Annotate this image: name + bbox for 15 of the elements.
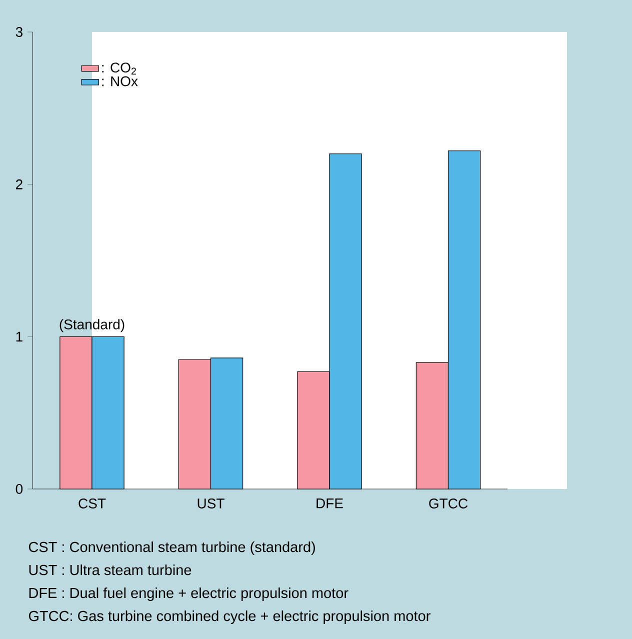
x-tick-label: CST — [78, 498, 106, 508]
x-tick-label: GTCC — [429, 498, 468, 508]
y-tick-label: 2 — [16, 179, 22, 190]
text: DFE : Dual fuel engine + electric propulsion motor — [29, 587, 348, 602]
annotation: (Standard) — [60, 319, 124, 332]
x-tick-label: UST — [198, 498, 224, 508]
y-tick-label: 0 — [16, 484, 23, 494]
text: GTCC: Gas turbine combined cycle + electric propulsion motor — [28, 610, 430, 624]
legend-label: : CO$_{2}$ — [102, 62, 136, 75]
legend-label: : NOx — [102, 76, 138, 86]
text: UST : Ultra steam turbine — [29, 564, 192, 576]
text: CST : Conventional steam turbine (standard) — [28, 541, 315, 555]
y-tick-label: 1 — [16, 332, 22, 342]
y-tick-label: 3 — [16, 27, 22, 37]
x-tick-label: DFE — [316, 498, 343, 508]
